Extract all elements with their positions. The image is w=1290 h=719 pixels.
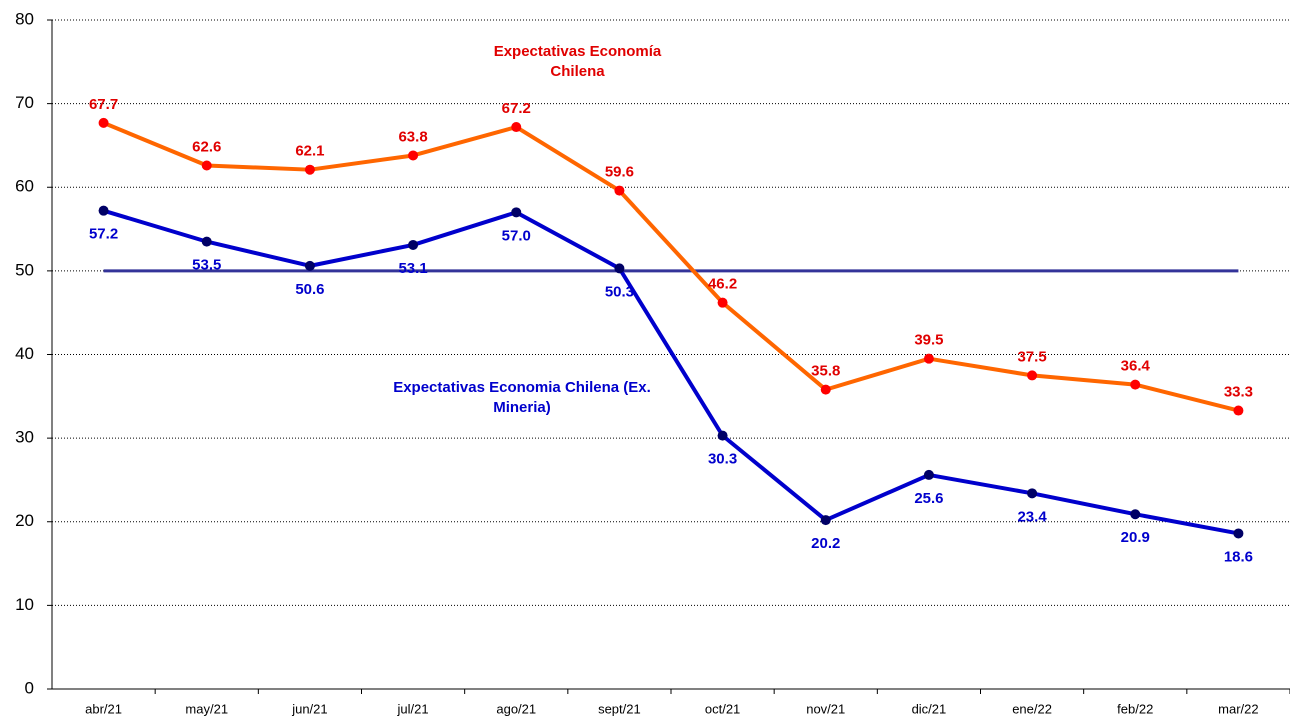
data-label: 59.6 (605, 164, 634, 181)
y-tick-label: 0 (25, 678, 34, 697)
marker (923, 353, 934, 364)
data-label: 39.5 (914, 332, 943, 349)
y-tick-label: 50 (15, 260, 34, 279)
marker (717, 430, 728, 441)
x-tick-label: ene/22 (1012, 701, 1052, 716)
y-tick-label: 60 (15, 177, 34, 196)
data-label: 20.2 (811, 535, 840, 552)
data-label: 33.3 (1224, 383, 1253, 400)
marker (304, 260, 315, 271)
x-tick-label: nov/21 (806, 701, 845, 716)
marker (614, 263, 625, 274)
data-label: 67.2 (502, 100, 531, 117)
x-tick-label: ago/21 (496, 701, 536, 716)
marker (1027, 370, 1038, 381)
data-label: 36.4 (1121, 358, 1151, 375)
data-label: 37.5 (1017, 348, 1046, 365)
x-tick-label: sept/21 (598, 701, 641, 716)
marker (511, 122, 522, 133)
y-tick-label: 20 (15, 511, 34, 530)
marker (614, 185, 625, 196)
series-line (102, 121, 1239, 413)
marker (1233, 528, 1244, 539)
marker (820, 515, 831, 526)
data-label: 63.8 (398, 128, 427, 145)
x-tick-label: oct/21 (705, 701, 740, 716)
marker (717, 297, 728, 308)
series-line (103, 208, 1239, 536)
marker (820, 384, 831, 395)
marker (923, 469, 934, 480)
data-label: 30.3 (708, 451, 737, 468)
marker (1130, 379, 1141, 390)
marker (98, 205, 109, 216)
y-tick-label: 80 (15, 9, 34, 28)
marker (511, 207, 522, 218)
x-tick-label: feb/22 (1117, 701, 1153, 716)
data-label: 67.7 (89, 96, 118, 113)
data-label: 20.9 (1121, 529, 1150, 546)
data-label: 18.6 (1224, 548, 1253, 565)
x-tick-label: jul/21 (397, 701, 429, 716)
y-tick-label: 40 (15, 344, 34, 363)
marker (1130, 509, 1141, 520)
x-tick-label: dic/21 (912, 701, 947, 716)
marker (1233, 405, 1244, 416)
x-tick-label: abr/21 (85, 701, 122, 716)
data-label: 53.1 (398, 260, 427, 277)
data-label: 23.4 (1017, 508, 1047, 525)
data-label: 57.0 (502, 227, 531, 244)
marker (98, 117, 109, 128)
x-tick-label: mar/22 (1218, 701, 1258, 716)
marker (201, 236, 212, 247)
marker (408, 150, 419, 161)
marker (201, 160, 212, 171)
series-label: Expectativas Economía Chilena (493, 43, 662, 80)
x-tick-label: jun/21 (291, 701, 327, 716)
y-tick-label: 30 (15, 428, 34, 447)
marker (304, 164, 315, 175)
y-tick-label: 10 (15, 595, 34, 614)
y-tick-label: 70 (15, 93, 34, 112)
marker (1027, 488, 1038, 499)
marker (408, 239, 419, 250)
data-label: 25.6 (914, 490, 943, 507)
data-label: 50.6 (295, 281, 324, 298)
data-label: 53.5 (192, 257, 221, 274)
x-tick-label: may/21 (185, 701, 228, 716)
data-label: 46.2 (708, 276, 737, 293)
data-label: 50.3 (605, 283, 634, 300)
data-label: 62.1 (295, 143, 324, 160)
series-label: Expectativas Economia Chilena (Ex. Miner… (393, 379, 651, 416)
data-label: 35.8 (811, 363, 840, 380)
data-label: 62.6 (192, 138, 221, 155)
data-label: 57.2 (89, 226, 118, 243)
